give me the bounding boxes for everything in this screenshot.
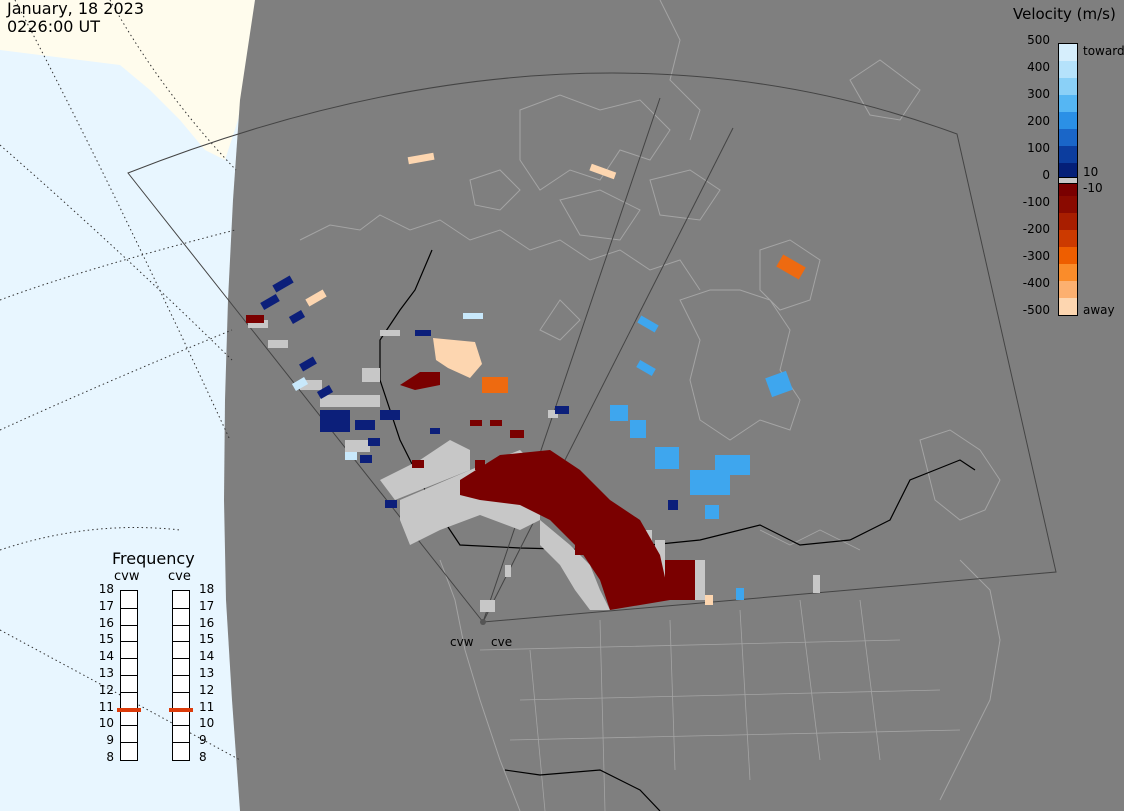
frequency-gridline	[121, 691, 137, 693]
frequency-scale-right: 11	[199, 699, 215, 714]
time-label: 0226:00 UT	[7, 17, 101, 36]
colorbar-segment	[1059, 162, 1077, 180]
frequency-marker	[117, 708, 141, 713]
frequency-box-cve	[169, 590, 193, 761]
frequency-scale-right: 13	[199, 666, 215, 680]
frequency-scale-left: 17	[98, 598, 114, 613]
velocity-toward-dark	[260, 275, 678, 510]
legend-tick: -100	[1022, 195, 1050, 209]
colorbar-segment	[1059, 298, 1077, 315]
colorbar-segment	[1059, 94, 1077, 113]
frequency-scale-left: 10	[98, 716, 114, 731]
legend-tick: 500	[1027, 33, 1050, 47]
frequency-scale-right: 14	[199, 649, 215, 664]
velocity-toward-light	[610, 315, 793, 600]
frequency-gridline	[173, 658, 189, 660]
frequency-scale-left: 8	[106, 750, 114, 764]
velocity-toward-pale	[291, 313, 483, 460]
frequency-gridline	[121, 607, 137, 609]
legend-title: Velocity (m/s)	[1013, 5, 1116, 23]
legend-toward-label: toward	[1083, 44, 1124, 58]
legend-tick: -200	[1022, 222, 1050, 236]
coastlines	[299, 0, 1001, 811]
legend-tick: -300	[1022, 249, 1050, 263]
frequency-gridline	[173, 742, 189, 744]
frequency-scale-left: 16	[98, 615, 114, 630]
lat-lon-grid	[0, 0, 241, 761]
radar-label-cvw: cvw	[450, 635, 474, 649]
colorbar-segment	[1059, 196, 1077, 214]
frequency-scale-left: 13	[98, 666, 114, 680]
frequency-gridline	[121, 658, 137, 660]
frequency-scale-left: 12	[98, 682, 114, 697]
frequency-gridline	[121, 641, 137, 643]
frequency-gridline	[121, 624, 137, 626]
legend-tick: 300	[1027, 87, 1050, 101]
velocity-away-pale	[305, 152, 713, 605]
frequency-gridline	[173, 624, 189, 626]
frequency-channel-cvw: cvw	[114, 569, 140, 584]
colorbar-segment	[1059, 44, 1077, 62]
legend-tick: 0	[1042, 168, 1050, 182]
colorbar-segment	[1059, 77, 1077, 96]
frequency-gridline	[173, 691, 189, 693]
legend-upper-threshold: 10	[1083, 165, 1099, 179]
colorbar-segment	[1059, 213, 1077, 231]
frequency-marker	[169, 708, 193, 713]
frequency-scale-left: 11	[98, 699, 114, 714]
colorbar-segment	[1059, 281, 1077, 299]
colorbar-segment	[1059, 247, 1077, 265]
frequency-scale-right: 18	[199, 582, 215, 596]
frequency-gridline	[173, 607, 189, 609]
night-shaded-region	[224, 0, 1124, 811]
legend-tick: -400	[1022, 276, 1050, 290]
frequency-gridline	[121, 725, 137, 727]
fov-outlines	[127, 72, 1057, 623]
frequency-box-cvw	[117, 590, 141, 761]
velocity-colorbar	[1058, 43, 1078, 316]
frequency-scale-right: 10	[199, 716, 215, 731]
frequency-scale-left: 14	[98, 649, 114, 664]
frequency-gridline	[173, 675, 189, 676]
frequency-scale-right: 16	[199, 615, 215, 630]
date-label: January, 18 2023	[7, 0, 144, 18]
legend-tick: 400	[1027, 60, 1050, 74]
velocity-away-orange	[482, 254, 806, 393]
colorbar-segment	[1059, 111, 1077, 130]
frequency-scale-right: 15	[199, 632, 215, 647]
state-borders	[479, 529, 961, 811]
frequency-scale-right: 17	[199, 598, 215, 613]
radar-label-cve: cve	[491, 635, 513, 649]
colorbar-segment	[1059, 128, 1077, 147]
frequency-gridline	[173, 641, 189, 643]
colorbar-segment	[1059, 60, 1077, 79]
colorbar-segment	[1059, 230, 1077, 248]
radar-site-marker	[480, 619, 486, 625]
frequency-gridline	[121, 675, 137, 676]
frequency-scale-left: 18	[98, 582, 114, 596]
colorbar-zero-band	[1059, 177, 1077, 184]
frequency-scale-right: 8	[199, 750, 207, 764]
frequency-gridline	[121, 742, 137, 744]
legend-tick: -500	[1022, 303, 1050, 317]
frequency-title: Frequency	[112, 549, 195, 568]
frequency-gridline	[173, 725, 189, 727]
frequency-scale-right: 12	[199, 682, 215, 697]
frequency-channel-cve: cve	[168, 569, 191, 584]
frequency-scale-right: 9	[199, 733, 207, 748]
colorbar-segment	[1059, 145, 1077, 164]
legend-tick: 100	[1027, 141, 1050, 155]
colorbar-segment	[1059, 264, 1077, 282]
frequency-scale-left: 15	[98, 632, 114, 647]
legend-tick: 200	[1027, 114, 1050, 128]
frequency-scale-left: 9	[106, 733, 114, 748]
legend-lower-threshold: -10	[1083, 181, 1103, 195]
legend-away-label: away	[1083, 303, 1115, 317]
